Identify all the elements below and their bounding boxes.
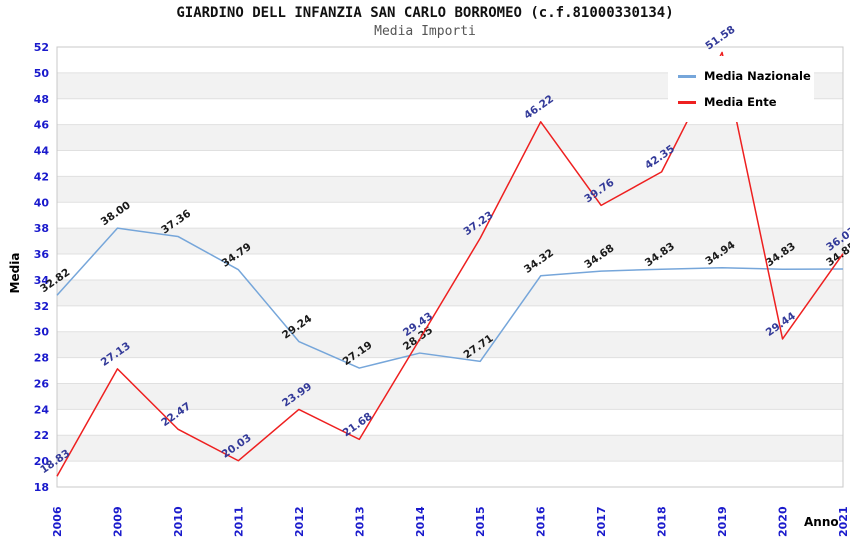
plot-band — [57, 228, 843, 255]
legend-item-media-nazionale: Media Nazionale — [678, 63, 811, 89]
plot-band — [57, 357, 843, 384]
x-tick-label: 2017 — [595, 506, 608, 537]
plot-border — [56, 46, 844, 488]
y-tick-label: 38 — [34, 222, 49, 235]
x-tick-label: 2011 — [232, 506, 245, 537]
chart-subtitle: Media Importi — [374, 24, 476, 39]
x-tick-label: 2006 — [51, 506, 64, 537]
legend-item-media-ente: Media Ente — [678, 89, 804, 115]
y-tick-label: 48 — [34, 93, 49, 106]
y-tick-label: 28 — [34, 352, 49, 365]
series-line-media-nazionale — [56, 227, 844, 369]
media-ente-line-swatch — [678, 100, 696, 104]
y-tick-label: 52 — [34, 41, 49, 54]
x-tick-label: 2010 — [172, 506, 185, 537]
x-tick-label: 2013 — [353, 506, 366, 537]
y-tick-label: 26 — [34, 377, 50, 390]
plot-band — [57, 383, 843, 410]
plot-band — [57, 202, 843, 229]
plot-band — [57, 435, 843, 462]
y-tick-label: 42 — [34, 170, 49, 183]
plot-band — [57, 305, 843, 332]
y-tick-label: 46 — [34, 119, 50, 132]
plot-band — [57, 150, 843, 177]
plot-band — [57, 461, 843, 487]
chart-title: GIARDINO DELL INFANZIA SAN CARLO BORROME… — [176, 5, 674, 21]
plot-band — [57, 279, 843, 306]
plot-band — [57, 124, 843, 151]
legend-label: Media Ente — [704, 95, 777, 109]
x-axis-title: Anno — [804, 515, 839, 529]
x-tick-label: 2015 — [474, 506, 487, 537]
x-tick-label: 2020 — [777, 506, 790, 537]
legend: Media Nazionale Media Ente — [668, 56, 814, 122]
plot-band — [57, 254, 843, 280]
y-tick-label: 36 — [34, 248, 50, 261]
plot-band — [57, 331, 843, 358]
legend-label: Media Nazionale — [704, 69, 811, 83]
media-nazionale-line-swatch — [678, 74, 696, 78]
plot-band — [57, 176, 843, 203]
x-tick-label: 2009 — [111, 506, 124, 537]
y-tick-label: 24 — [34, 403, 50, 416]
x-tick-label: 2021 — [837, 506, 850, 537]
y-tick-label: 22 — [34, 429, 49, 442]
x-tick-label: 2012 — [293, 506, 306, 537]
y-tick-label: 32 — [34, 300, 49, 313]
x-tick-label: 2014 — [414, 506, 427, 537]
x-tick-label: 2018 — [656, 506, 669, 537]
y-tick-label: 50 — [34, 67, 50, 80]
y-tick-label: 34 — [34, 274, 50, 287]
y-tick-label: 18 — [34, 481, 49, 494]
y-tick-label: 44 — [34, 145, 50, 158]
x-tick-label: 2019 — [716, 506, 729, 537]
x-tick-label: 2016 — [535, 506, 548, 537]
y-tick-label: 40 — [34, 196, 50, 209]
plot-band — [57, 409, 843, 436]
y-tick-label: 30 — [34, 326, 50, 339]
y-tick-label: 20 — [34, 455, 50, 468]
